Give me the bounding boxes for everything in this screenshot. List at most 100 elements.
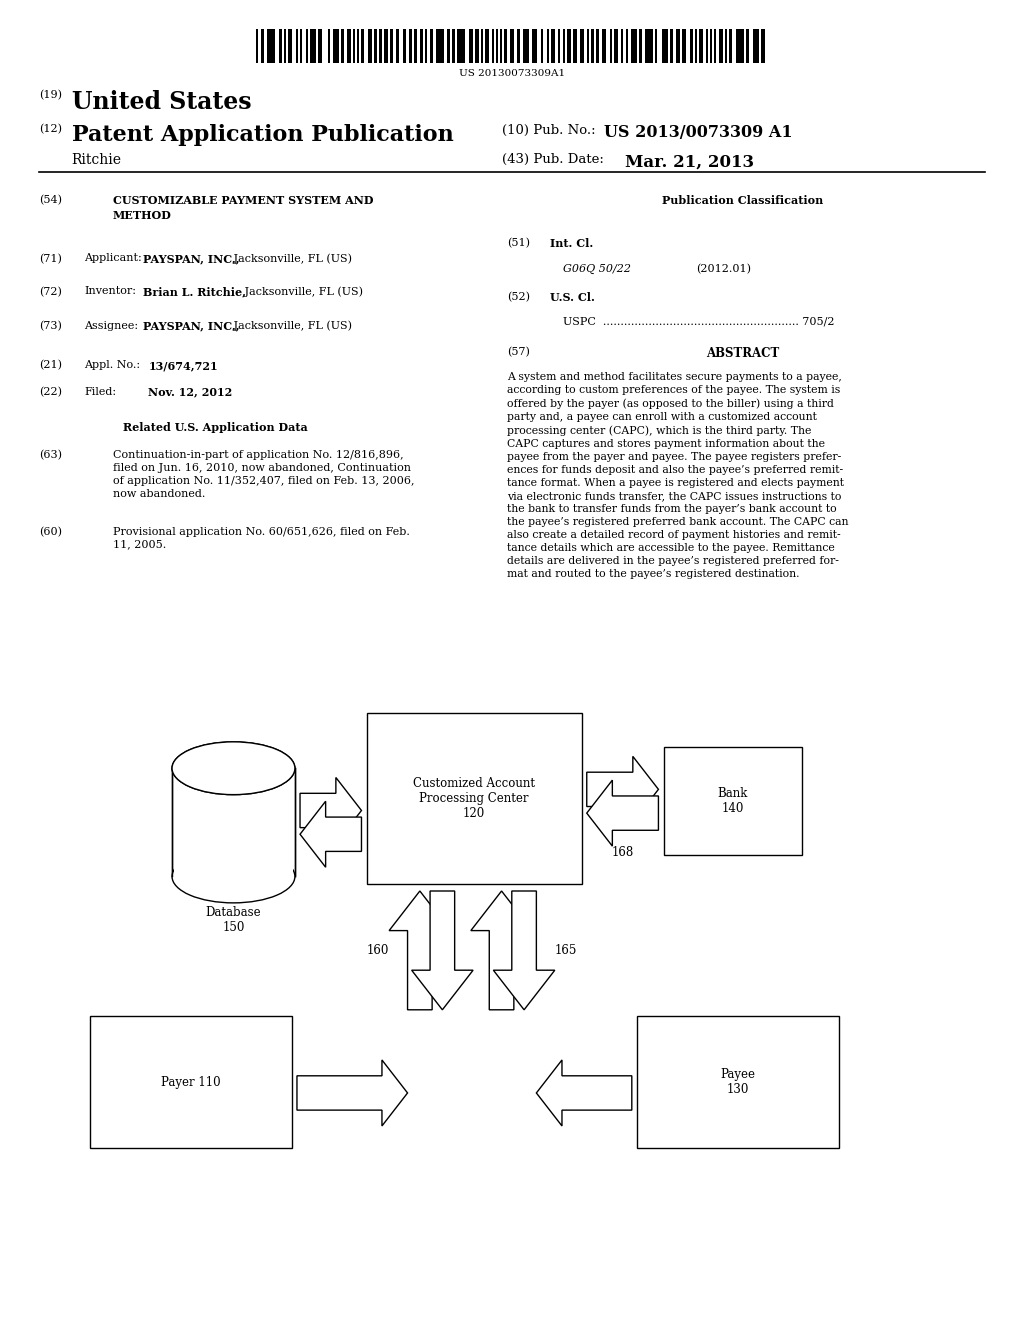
Bar	[267, 29, 275, 63]
Text: Filed:: Filed:	[84, 387, 116, 397]
Bar	[481, 29, 483, 63]
Bar	[631, 29, 637, 63]
Text: (73): (73)	[39, 321, 61, 331]
Bar	[361, 29, 364, 63]
Bar	[655, 29, 657, 63]
Bar	[368, 29, 372, 63]
Bar	[374, 29, 377, 63]
Bar	[300, 29, 302, 63]
Text: Customized Account
Processing Center
120: Customized Account Processing Center 120	[413, 777, 536, 820]
Bar	[532, 29, 537, 63]
Bar	[517, 29, 520, 63]
Bar	[328, 29, 330, 63]
Bar	[729, 29, 732, 63]
Text: Publication Classification: Publication Classification	[662, 195, 823, 206]
Bar	[746, 29, 749, 63]
Polygon shape	[297, 1060, 408, 1126]
Bar	[670, 29, 673, 63]
Bar	[587, 29, 589, 63]
Polygon shape	[412, 891, 473, 1010]
Bar	[761, 29, 765, 63]
Text: Patent Application Publication: Patent Application Publication	[72, 124, 454, 147]
Bar	[296, 29, 298, 63]
Bar	[318, 29, 322, 63]
Bar	[496, 29, 498, 63]
Bar	[614, 29, 618, 63]
Text: Int. Cl.: Int. Cl.	[550, 238, 593, 248]
Bar	[425, 29, 427, 63]
Text: (12): (12)	[39, 124, 61, 135]
Bar	[174, 768, 293, 876]
Polygon shape	[300, 801, 361, 867]
Bar	[172, 768, 295, 876]
Bar	[452, 29, 455, 63]
Text: Assignee:: Assignee:	[84, 321, 138, 331]
Bar	[390, 29, 393, 63]
Bar	[541, 29, 543, 63]
Polygon shape	[389, 891, 451, 1010]
Text: U.S. Cl.: U.S. Cl.	[550, 292, 595, 302]
Bar	[710, 29, 712, 63]
Bar	[567, 29, 571, 63]
Text: (60): (60)	[39, 527, 61, 537]
Text: G06Q 50/22: G06Q 50/22	[563, 264, 631, 275]
Bar	[357, 29, 359, 63]
Text: (10) Pub. No.:: (10) Pub. No.:	[502, 124, 595, 137]
Text: (52): (52)	[507, 292, 529, 302]
Bar	[353, 29, 355, 63]
Bar	[379, 29, 382, 63]
Text: 165: 165	[555, 944, 578, 957]
Bar	[596, 29, 599, 63]
Bar	[384, 29, 388, 63]
Text: ABSTRACT: ABSTRACT	[706, 347, 779, 360]
Bar	[261, 29, 264, 63]
Bar	[485, 29, 489, 63]
Bar	[547, 29, 549, 63]
Bar	[725, 29, 727, 63]
Text: (21): (21)	[39, 360, 61, 371]
Text: Continuation-in-part of application No. 12/816,896,
filed on Jun. 16, 2010, now : Continuation-in-part of application No. …	[113, 450, 414, 499]
Text: (43) Pub. Date:: (43) Pub. Date:	[502, 153, 603, 166]
Bar	[637, 1016, 839, 1148]
Bar	[447, 29, 450, 63]
Ellipse shape	[172, 742, 295, 795]
Bar	[736, 29, 744, 63]
Text: (51): (51)	[507, 238, 529, 248]
Text: CUSTOMIZABLE PAYMENT SYSTEM AND
METHOD: CUSTOMIZABLE PAYMENT SYSTEM AND METHOD	[113, 195, 373, 220]
Bar	[699, 29, 703, 63]
Bar	[500, 29, 502, 63]
Bar	[492, 29, 494, 63]
Text: 168: 168	[611, 846, 634, 859]
Text: US 20130073309A1: US 20130073309A1	[459, 69, 565, 78]
Text: PAYSPAN, INC.,: PAYSPAN, INC.,	[143, 253, 240, 264]
Bar	[682, 29, 686, 63]
Text: (71): (71)	[39, 253, 61, 264]
Bar	[664, 747, 802, 855]
Text: US 2013/0073309 A1: US 2013/0073309 A1	[604, 124, 793, 141]
Bar	[436, 29, 444, 63]
Bar	[690, 29, 693, 63]
Ellipse shape	[172, 850, 295, 903]
Text: 13/674,721: 13/674,721	[148, 360, 218, 371]
Polygon shape	[300, 777, 361, 843]
Bar	[753, 29, 759, 63]
Text: Ritchie: Ritchie	[72, 153, 122, 168]
Text: Related U.S. Application Data: Related U.S. Application Data	[123, 422, 307, 433]
Bar	[284, 29, 286, 63]
Polygon shape	[537, 1060, 632, 1126]
Bar	[714, 29, 716, 63]
Bar	[602, 29, 606, 63]
Bar	[558, 29, 560, 63]
Bar	[639, 29, 642, 63]
Bar	[645, 29, 653, 63]
Bar	[90, 1016, 292, 1148]
Text: (57): (57)	[507, 347, 529, 358]
Text: (54): (54)	[39, 195, 61, 206]
Bar	[256, 29, 258, 63]
Bar	[403, 29, 406, 63]
Bar	[414, 29, 417, 63]
Bar	[591, 29, 594, 63]
Polygon shape	[471, 891, 532, 1010]
Text: United States: United States	[72, 90, 251, 114]
Bar	[626, 29, 628, 63]
